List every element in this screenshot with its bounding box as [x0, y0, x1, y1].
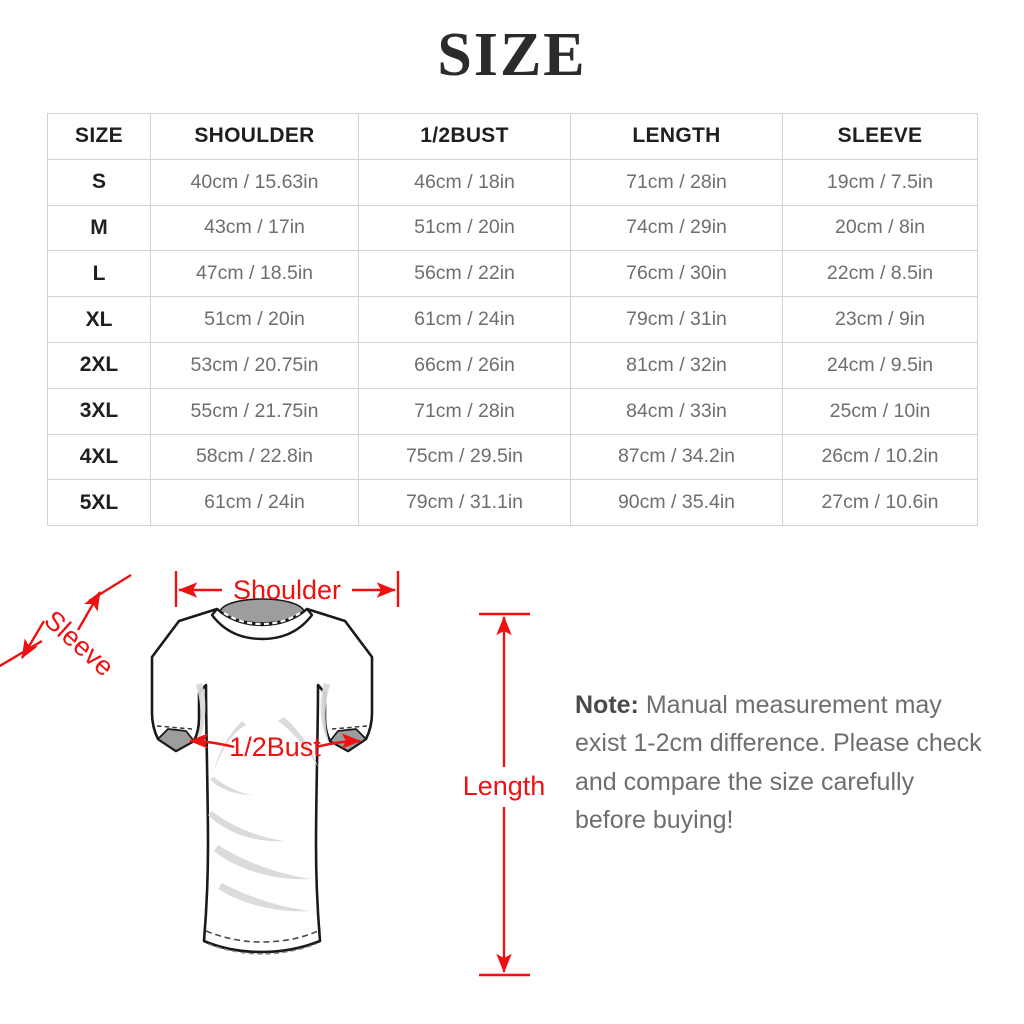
cell-length: 76cm / 30in	[570, 250, 783, 298]
cell-shoulder: 47cm / 18.5in	[150, 250, 359, 298]
cell-length: 90cm / 35.4in	[570, 479, 783, 527]
cell-shoulder: 58cm / 22.8in	[150, 433, 359, 481]
cell-length: 81cm / 32in	[570, 341, 783, 389]
bust-arrow-left	[189, 733, 235, 749]
bust-label: 1/2Bust	[229, 732, 321, 762]
cell-size: L	[47, 250, 151, 298]
cell-bust: 46cm / 18in	[358, 158, 571, 206]
cell-size: M	[47, 204, 151, 252]
cell-size: 3XL	[47, 387, 151, 435]
tshirt-measurement-diagram: Shoulder Sleeve 1/2Bust Length	[0, 545, 560, 1024]
note-text: Manual measurement may exist 1-2cm diffe…	[575, 691, 982, 834]
column-header-length: LENGTH	[570, 113, 783, 160]
sleeve-label: Sleeve	[38, 605, 119, 683]
table-header-row: SIZE SHOULDER 1/2BUST LENGTH SLEEVE	[47, 113, 978, 160]
column-header-size: SIZE	[47, 113, 151, 160]
cell-sleeve: 22cm / 8.5in	[782, 250, 978, 298]
cell-bust: 51cm / 20in	[358, 204, 571, 252]
cell-shoulder: 61cm / 24in	[150, 479, 359, 527]
cell-sleeve: 25cm / 10in	[782, 387, 978, 435]
cell-sleeve: 27cm / 10.6in	[782, 479, 978, 527]
cell-bust: 66cm / 26in	[358, 341, 571, 389]
table-row: 5XL 61cm / 24in 79cm / 31.1in 90cm / 35.…	[47, 479, 978, 527]
cell-shoulder: 40cm / 15.63in	[150, 158, 359, 206]
cell-size: XL	[47, 296, 151, 343]
table-row: M 43cm / 17in 51cm / 20in 74cm / 29in 20…	[47, 204, 978, 252]
sleeve-arrow-lower	[20, 620, 46, 659]
table-row: 2XL 53cm / 20.75in 66cm / 26in 81cm / 32…	[47, 341, 978, 389]
cell-sleeve: 19cm / 7.5in	[782, 158, 978, 206]
note-label: Note:	[575, 691, 639, 719]
sleeve-tick-upper	[88, 573, 132, 603]
table-row: S 40cm / 15.63in 46cm / 18in 71cm / 28in…	[47, 158, 978, 206]
column-header-bust: 1/2BUST	[358, 113, 571, 160]
table-row: XL 51cm / 20in 61cm / 24in 79cm / 31in 2…	[47, 296, 978, 343]
fabric-shading	[196, 683, 330, 912]
cell-shoulder: 53cm / 20.75in	[150, 341, 359, 389]
sleeve-arrow-upper	[76, 591, 102, 631]
cell-size: 4XL	[47, 433, 151, 481]
size-table: SIZE SHOULDER 1/2BUST LENGTH SLEEVE S 40…	[47, 113, 978, 527]
cell-length: 71cm / 28in	[570, 158, 783, 206]
column-header-sleeve: SLEEVE	[782, 113, 978, 160]
note-block: Note: Manual measurement may exist 1-2cm…	[575, 686, 985, 839]
sleeve-tick-lower	[0, 639, 43, 668]
cell-bust: 56cm / 22in	[358, 250, 571, 298]
cell-length: 87cm / 34.2in	[570, 433, 783, 481]
cell-sleeve: 23cm / 9in	[782, 296, 978, 343]
cell-sleeve: 26cm / 10.2in	[782, 433, 978, 481]
cell-bust: 71cm / 28in	[358, 387, 571, 435]
cell-sleeve: 20cm / 8in	[782, 204, 978, 252]
table-row: L 47cm / 18.5in 56cm / 22in 76cm / 30in …	[47, 250, 978, 298]
cell-bust: 79cm / 31.1in	[358, 479, 571, 527]
cell-length: 74cm / 29in	[570, 204, 783, 252]
tshirt-illustration	[150, 598, 374, 955]
right-cuff-stitching	[331, 725, 368, 730]
cell-length: 84cm / 33in	[570, 387, 783, 435]
cell-shoulder: 43cm / 17in	[150, 204, 359, 252]
column-header-shoulder: SHOULDER	[150, 113, 359, 160]
cell-shoulder: 55cm / 21.75in	[150, 387, 359, 435]
table-row: 4XL 58cm / 22.8in 75cm / 29.5in 87cm / 3…	[47, 433, 978, 481]
cell-size: 2XL	[47, 341, 151, 389]
collar-stitching	[223, 612, 301, 626]
cell-size: S	[47, 158, 151, 206]
cell-sleeve: 24cm / 9.5in	[782, 341, 978, 389]
cell-bust: 75cm / 29.5in	[358, 433, 571, 481]
cell-length: 79cm / 31in	[570, 296, 783, 343]
hem-fold-stitching	[207, 943, 317, 955]
cell-bust: 61cm / 24in	[358, 296, 571, 343]
length-label: Length	[463, 771, 546, 801]
cell-size: 5XL	[47, 479, 151, 527]
table-row: 3XL 55cm / 21.75in 71cm / 28in 84cm / 33…	[47, 387, 978, 435]
bust-arrow-right	[315, 733, 361, 749]
page-title: SIZE	[437, 21, 587, 89]
left-cuff-stitching	[156, 725, 193, 730]
hem-inner-edge	[203, 939, 321, 954]
cell-shoulder: 51cm / 20in	[150, 296, 359, 343]
shoulder-label: Shoulder	[233, 575, 341, 605]
